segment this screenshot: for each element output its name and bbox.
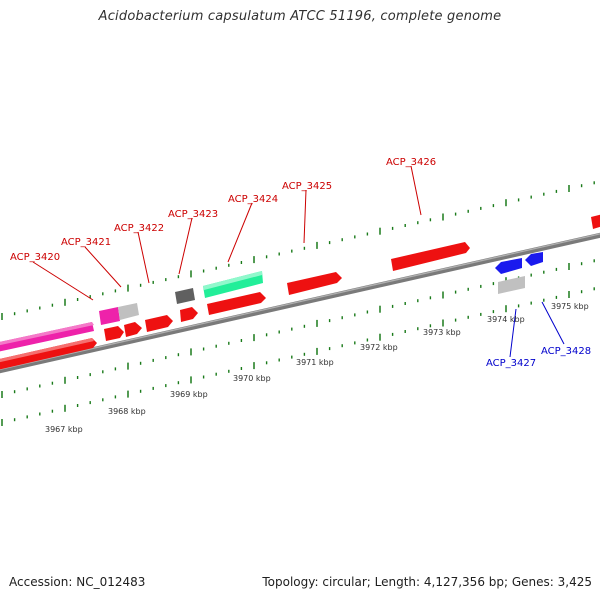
gene-feature[interactable] xyxy=(391,242,470,271)
ruler-ticks-middle xyxy=(1,259,595,398)
plus-strand-features xyxy=(0,214,600,370)
scale-labels: 3967 kbp 3968 kbp 3969 kbp 3970 kbp 3971… xyxy=(45,302,589,434)
scale-label: 3974 kbp xyxy=(487,315,525,324)
gene-feature[interactable] xyxy=(525,252,543,266)
gene-feature[interactable] xyxy=(104,326,124,341)
scale-label: 3968 kbp xyxy=(108,407,146,416)
gene-feature[interactable] xyxy=(495,258,522,274)
label-connectors xyxy=(32,165,565,358)
ruler-ticks-lower xyxy=(1,287,595,426)
gene-feature[interactable] xyxy=(145,315,173,332)
gene-feature[interactable] xyxy=(124,322,142,337)
map-title: Acidobacterium capsulatum ATCC 51196, co… xyxy=(98,9,502,24)
gene-label[interactable]: ACP_3420 xyxy=(10,252,60,263)
gene-label[interactable]: ACP_3426 xyxy=(386,157,436,168)
gene-label[interactable]: ACP_3422 xyxy=(114,223,164,234)
gene-label[interactable]: ACP_3424 xyxy=(228,194,278,205)
topology-label: Topology: circular; Length: 4,127,356 bp… xyxy=(262,575,592,589)
gene-feature[interactable] xyxy=(287,272,342,295)
minus-strand-features xyxy=(495,252,543,294)
gene-label[interactable]: ACP_3427 xyxy=(486,358,536,369)
scale-label: 3973 kbp xyxy=(423,328,461,337)
scale-label: 3975 kbp xyxy=(551,302,589,311)
gene-feature[interactable] xyxy=(207,292,266,315)
gene-label[interactable]: ACP_3425 xyxy=(282,181,332,192)
gene-feature[interactable] xyxy=(0,338,97,370)
gene-feature[interactable] xyxy=(591,214,600,229)
scale-label: 3969 kbp xyxy=(170,390,208,399)
gene-feature[interactable] xyxy=(498,276,525,294)
scale-label: 3971 kbp xyxy=(296,358,334,367)
gene-label[interactable]: ACP_3421 xyxy=(61,237,111,248)
genome-backbone xyxy=(0,232,600,374)
gene-feature[interactable] xyxy=(99,307,120,325)
gene-feature[interactable] xyxy=(180,307,198,322)
ruler-ticks-upper xyxy=(1,181,595,320)
gene-feature[interactable] xyxy=(118,303,139,320)
gene-label[interactable]: ACP_3423 xyxy=(168,209,218,220)
scale-label: 3970 kbp xyxy=(233,374,271,383)
accession-label: Accession: NC_012483 xyxy=(9,575,146,589)
gene-feature[interactable] xyxy=(175,288,195,304)
scale-label: 3972 kbp xyxy=(360,343,398,352)
gene-label[interactable]: ACP_3428 xyxy=(541,346,591,357)
gene-labels: ACP_3420 ACP_3421 ACP_3422 ACP_3423 ACP_… xyxy=(10,157,591,369)
scale-label: 3967 kbp xyxy=(45,425,83,434)
